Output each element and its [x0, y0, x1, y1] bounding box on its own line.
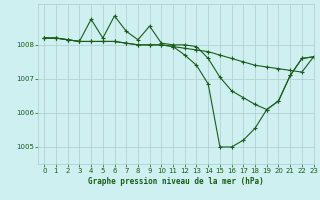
X-axis label: Graphe pression niveau de la mer (hPa): Graphe pression niveau de la mer (hPa) — [88, 177, 264, 186]
